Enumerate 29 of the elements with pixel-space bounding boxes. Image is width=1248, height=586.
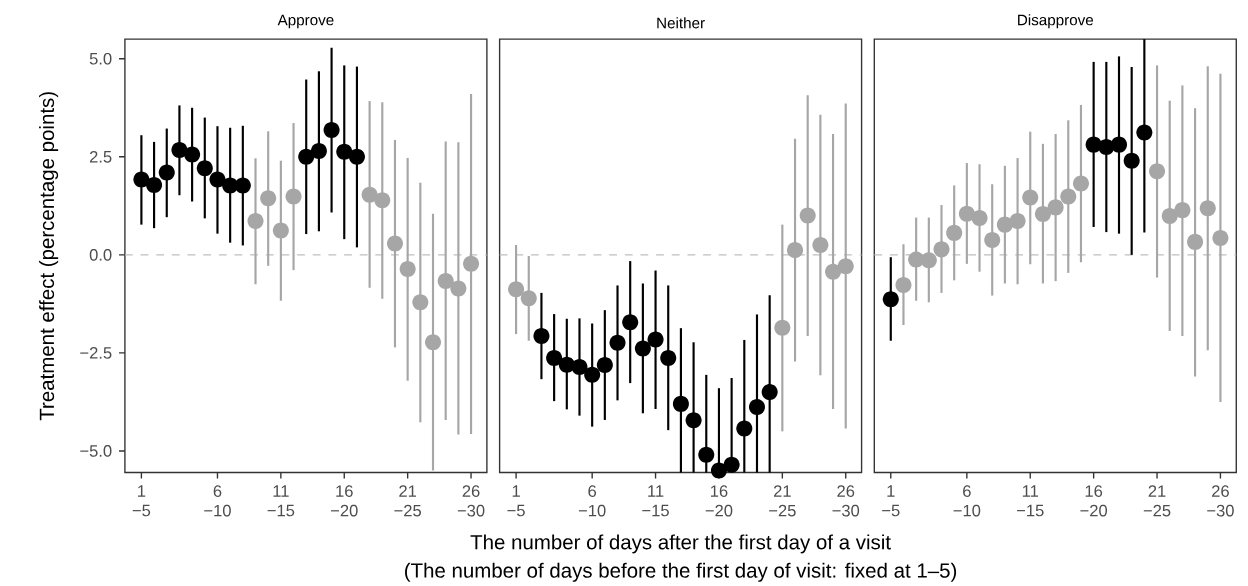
x-tick-label: 21 −25: [769, 485, 796, 517]
x-tick-label: 26 −30: [832, 485, 860, 517]
x-tick-label: 1 −5: [507, 485, 525, 517]
y-tick-label: −2.5: [80, 347, 112, 359]
y-axis-title: Treatment effect (percentage points): [39, 92, 59, 421]
x-tick-label: 16 −20: [1080, 485, 1108, 517]
x-tick-label: 6 −10: [578, 485, 606, 517]
y-tick-label: 2.5: [89, 150, 112, 163]
chart-title: Approve: [277, 14, 334, 29]
x-tick-label: 16 −20: [705, 485, 733, 517]
x-tick-label: 6 −10: [953, 485, 981, 517]
x-tick-label: 21 −25: [1143, 485, 1171, 517]
x-tick-label: 11 −15: [1017, 485, 1044, 517]
x-tick-label: 1 −5: [882, 485, 900, 517]
x-axis-title: The number of days after the first day of a visit: [470, 534, 891, 554]
text: (The number of days before the first day of visit: fixed at 1–5): [405, 562, 957, 582]
x-tick-label: 26 −30: [457, 485, 485, 517]
y-tick-label: 0.0: [89, 248, 112, 261]
chart-title: Neither: [657, 17, 705, 29]
x-tick-label: 21 −25: [394, 485, 422, 517]
x-tick-label: 16 −20: [331, 485, 358, 517]
y-tick-label: 5.0: [89, 52, 112, 65]
x-tick-label: 26 −30: [1207, 485, 1234, 517]
y-tick-label: −5.0: [80, 445, 112, 457]
chart-title: Disapprove: [1018, 14, 1094, 29]
x-tick-label: 11 −15: [267, 485, 295, 517]
x-tick-label: 11 −15: [642, 485, 669, 517]
x-tick-label: 6 −10: [204, 485, 231, 517]
x-tick-label: 1 −5: [132, 485, 151, 517]
